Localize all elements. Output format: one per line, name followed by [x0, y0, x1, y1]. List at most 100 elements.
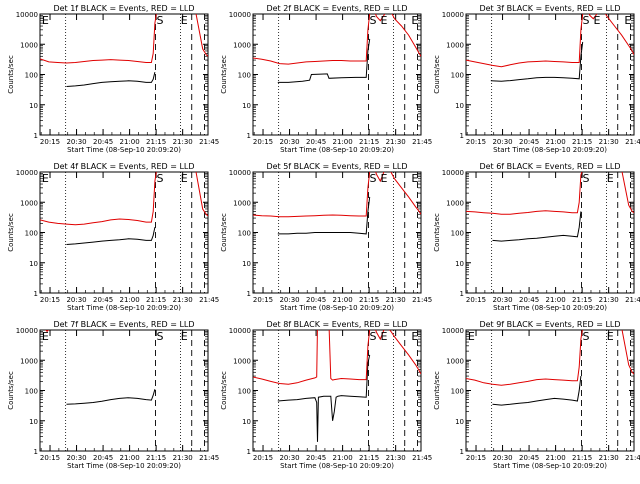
event-marker-label: E	[380, 172, 387, 185]
y-tick-label: 1000	[446, 357, 464, 365]
x-tick-label: 21:30	[599, 138, 619, 146]
x-tick-label: 21:00	[333, 296, 353, 304]
y-tick-label: 10	[242, 418, 251, 426]
y-tick-label: 10000	[229, 11, 251, 19]
x-tick-label: 20:15	[40, 296, 60, 304]
x-tick-label: 21:30	[173, 138, 193, 146]
y-axis-label: Counts/sec	[7, 213, 15, 252]
y-axis-label: Counts/sec	[220, 213, 228, 252]
x-tick-label: 21:15	[146, 138, 166, 146]
event-marker-label: S	[582, 172, 589, 185]
axes-frame	[465, 329, 635, 452]
x-axis-label: Start Time (08-Sep-10 20:09:20)	[493, 304, 607, 312]
lld-series-line	[40, 14, 208, 64]
lld-series-line	[253, 172, 421, 218]
x-tick-label: 20:15	[40, 138, 60, 146]
x-tick-label: 20:45	[519, 296, 539, 304]
x-tick-label: 20:45	[93, 138, 113, 146]
x-axis-label: Start Time (08-Sep-10 20:09:20)	[493, 462, 607, 470]
chart-title: Det 6f BLACK = Events, RED = LLD	[479, 162, 620, 171]
events-series-line	[66, 71, 156, 87]
y-tick-label: 1000	[446, 199, 464, 207]
x-axis-label: Start Time (08-Sep-10 20:09:20)	[280, 304, 394, 312]
axes-frame	[39, 13, 209, 136]
y-tick-label: 10000	[229, 327, 251, 335]
y-tick-label: 10000	[16, 11, 38, 19]
chart-panel: Det 1f BLACK = Events, RED = LLD 1 10 100 10…	[7, 4, 219, 154]
event-marker-label: E	[42, 14, 49, 27]
y-tick-label: 1	[34, 290, 38, 298]
event-marker-label: S	[369, 14, 376, 27]
y-tick-label: 100	[238, 72, 251, 80]
event-marker-label: E	[593, 14, 600, 27]
y-tick-label: 1000	[20, 41, 38, 49]
x-tick-label: 20:15	[466, 138, 486, 146]
event-marker-label: S	[582, 14, 589, 27]
y-tick-label: 10000	[229, 169, 251, 177]
event-marker-label: S	[156, 330, 163, 343]
events-series-line	[490, 41, 584, 82]
y-tick-label: 100	[238, 230, 251, 238]
y-axis-label: Counts/sec	[7, 371, 15, 410]
x-tick-label: 21:15	[359, 296, 379, 304]
lld-series-line	[40, 172, 208, 226]
x-tick-label: 21:45	[412, 454, 432, 462]
x-tick-label: 20:45	[306, 138, 326, 146]
x-axis-label: Start Time (08-Sep-10 20:09:20)	[67, 146, 181, 154]
y-tick-label: 10000	[16, 169, 38, 177]
events-series-line	[492, 211, 582, 242]
x-tick-label: 20:30	[66, 296, 86, 304]
event-marker-label: E	[624, 14, 631, 27]
y-tick-label: 100	[451, 388, 464, 396]
chart-panel: Det 2f BLACK = Events, RED = LLD 1 10 100 10…	[220, 4, 432, 154]
y-axis-label: Counts/sec	[220, 55, 228, 94]
x-tick-label: 20:15	[466, 454, 486, 462]
lld-series-line	[253, 14, 421, 65]
lld-series-line	[466, 172, 634, 215]
event-marker-label: E	[42, 330, 49, 343]
chart-title: Det 1f BLACK = Events, RED = LLD	[53, 4, 194, 13]
x-tick-label: 21:45	[199, 296, 219, 304]
y-tick-label: 100	[238, 388, 251, 396]
x-tick-label: 20:30	[492, 454, 512, 462]
y-tick-label: 1	[460, 448, 464, 456]
event-marker-label: S	[582, 330, 589, 343]
x-tick-label: 21:30	[386, 296, 406, 304]
event-marker-label: S	[156, 14, 163, 27]
x-tick-label: 20:30	[279, 138, 299, 146]
y-tick-label: 1000	[20, 357, 38, 365]
x-tick-label: 21:30	[173, 454, 193, 462]
x-tick-label: 20:45	[519, 138, 539, 146]
y-tick-label: 1000	[233, 357, 251, 365]
events-series-line	[277, 38, 371, 83]
x-tick-label: 20:15	[253, 296, 273, 304]
x-axis-label: Start Time (08-Sep-10 20:09:20)	[280, 146, 394, 154]
event-marker-label: E	[181, 330, 188, 343]
x-tick-label: 21:00	[333, 454, 353, 462]
y-tick-label: 100	[451, 230, 464, 238]
chart-panel: Det 7f BLACK = Events, RED = LLD 1 10 100 10…	[7, 320, 219, 470]
event-marker-label: E	[181, 14, 188, 27]
y-tick-label: 10	[242, 260, 251, 268]
y-tick-label: 1000	[233, 199, 251, 207]
y-tick-label: 10	[29, 260, 38, 268]
x-axis-label: Start Time (08-Sep-10 20:09:20)	[67, 304, 181, 312]
x-tick-label: 21:30	[599, 296, 619, 304]
x-tick-label: 20:45	[306, 454, 326, 462]
x-axis-label: Start Time (08-Sep-10 20:09:20)	[280, 462, 394, 470]
x-tick-label: 21:00	[120, 296, 140, 304]
chart-panel: Det 5f BLACK = Events, RED = LLD 1 10 100 10…	[220, 162, 432, 312]
events-series-line	[492, 376, 582, 406]
x-tick-label: 20:30	[279, 296, 299, 304]
y-tick-label: 1	[247, 290, 251, 298]
chart-panel: Det 4f BLACK = Events, RED = LLD 1 10 100 10…	[7, 162, 219, 312]
event-marker-label: E	[607, 330, 614, 343]
event-marker-label: E	[181, 172, 188, 185]
x-axis-label: Start Time (08-Sep-10 20:09:20)	[493, 146, 607, 154]
axes-frame	[252, 13, 422, 136]
event-marker-label: S	[156, 172, 163, 185]
y-tick-label: 1000	[233, 41, 251, 49]
y-tick-label: 1000	[446, 41, 464, 49]
x-tick-label: 21:00	[333, 138, 353, 146]
